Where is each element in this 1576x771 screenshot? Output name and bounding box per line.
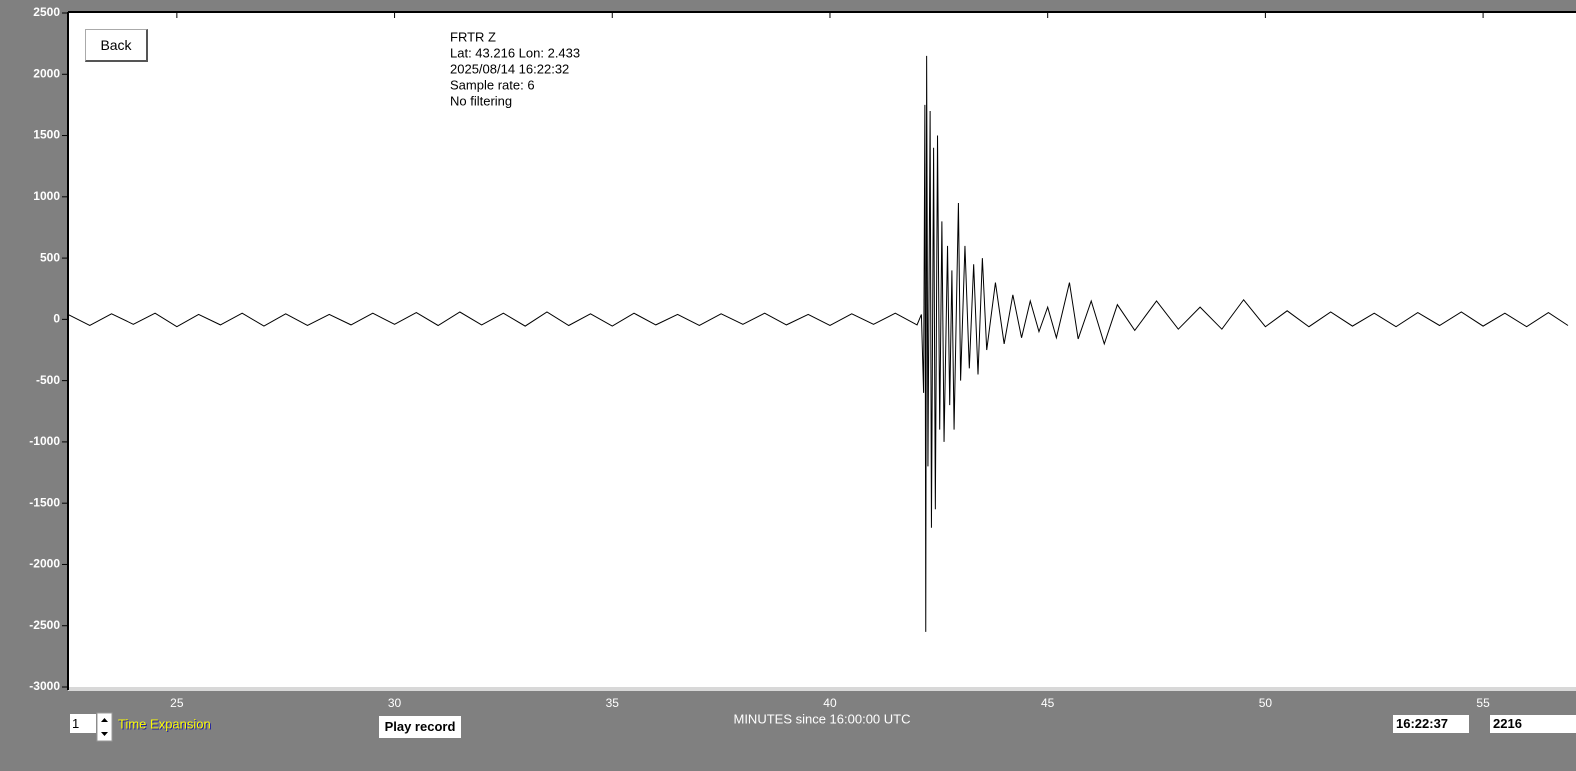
expansion-input[interactable]: 1 bbox=[70, 714, 96, 733]
expansion-label: Time Expansion bbox=[118, 716, 211, 731]
x-axis-label: MINUTES since 16:00:00 UTC bbox=[733, 711, 910, 726]
y-tick-label: 1500 bbox=[33, 128, 60, 142]
info-line: FRTR Z bbox=[450, 29, 496, 44]
y-tick-label: 1000 bbox=[33, 189, 60, 203]
y-tick-label: 2000 bbox=[33, 66, 60, 80]
play-button[interactable]: Play record bbox=[379, 716, 461, 738]
info-line: 2025/08/14 16:22:32 bbox=[450, 61, 569, 76]
x-tick-label: 45 bbox=[1041, 696, 1055, 710]
y-tick-label: -2500 bbox=[29, 618, 60, 632]
x-tick-label: 35 bbox=[606, 696, 620, 710]
expansion-label-shadow: Time Expansion bbox=[119, 717, 212, 732]
y-tick-label: 500 bbox=[40, 250, 60, 264]
spinner-arrows bbox=[101, 718, 108, 736]
x-tick-label: 30 bbox=[388, 696, 402, 710]
waveform bbox=[67, 55, 1569, 632]
x-axis-band bbox=[68, 687, 1576, 691]
spinner[interactable] bbox=[96, 712, 113, 742]
y-tick-label: -1500 bbox=[29, 495, 60, 509]
info-line: Sample rate: 6 bbox=[450, 77, 535, 92]
y-tick-label: -3000 bbox=[29, 679, 60, 693]
x-tick-label: 40 bbox=[823, 696, 837, 710]
y-tick-label: -500 bbox=[36, 373, 60, 387]
x-tick-label: 50 bbox=[1259, 696, 1273, 710]
info-line: Lat: 43.216 Lon: 2.433 bbox=[450, 45, 580, 60]
plot-area bbox=[68, 13, 1576, 687]
count-field: 2216 bbox=[1490, 715, 1576, 733]
time-field: 16:22:37 bbox=[1393, 715, 1469, 733]
y-tick-label: 2500 bbox=[33, 5, 60, 19]
info-line: No filtering bbox=[450, 93, 512, 108]
back-button[interactable]: Back bbox=[85, 29, 148, 62]
x-tick-label: 55 bbox=[1476, 696, 1490, 710]
x-tick-label: 25 bbox=[170, 696, 184, 710]
y-tick-label: -2000 bbox=[29, 557, 60, 571]
y-tick-label: -1000 bbox=[29, 434, 60, 448]
y-tick-label: 0 bbox=[53, 312, 60, 326]
